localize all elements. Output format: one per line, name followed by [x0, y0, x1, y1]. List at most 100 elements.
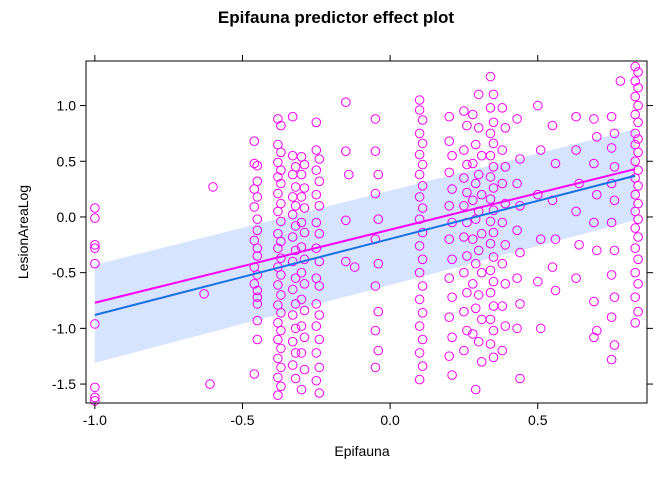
- data-point: [414, 348, 425, 358]
- data-point: [252, 243, 263, 253]
- data-point: [252, 251, 263, 261]
- data-point: [417, 254, 428, 265]
- data-point: [273, 390, 283, 401]
- data-point: [515, 373, 525, 384]
- data-point: [296, 192, 307, 202]
- data-point: [276, 178, 286, 189]
- data-point: [462, 187, 472, 198]
- data-point: [488, 352, 499, 363]
- data-point: [252, 214, 263, 224]
- data-point: [485, 194, 496, 204]
- data-point: [370, 362, 381, 373]
- data-point: [630, 292, 641, 303]
- data-point: [488, 252, 499, 262]
- data-point: [444, 136, 455, 146]
- data-point: [462, 159, 472, 170]
- data-point: [574, 240, 584, 250]
- data-point: [550, 234, 561, 244]
- data-point: [468, 329, 478, 339]
- data-point: [199, 289, 209, 299]
- data-point: [273, 280, 283, 290]
- y-axis-label: LesionAreaLog: [15, 185, 31, 279]
- data-point: [287, 192, 298, 202]
- data-point: [589, 332, 599, 343]
- data-point: [208, 182, 218, 192]
- data-point: [414, 149, 425, 160]
- data-point: [273, 243, 283, 253]
- data-point: [417, 308, 428, 318]
- data-point: [447, 150, 457, 161]
- data-point: [311, 145, 322, 155]
- data-point: [512, 323, 522, 334]
- data-point: [373, 214, 384, 224]
- data-point: [447, 370, 457, 380]
- data-point: [473, 169, 484, 180]
- data-point: [296, 384, 307, 395]
- data-point: [476, 357, 487, 367]
- data-point: [535, 234, 546, 244]
- data-point: [500, 279, 511, 289]
- data-point: [485, 150, 496, 161]
- x-tick-label: 0.0: [380, 412, 400, 428]
- data-point: [414, 128, 425, 139]
- data-point: [90, 392, 100, 403]
- data-point: [497, 301, 508, 311]
- data-point: [311, 348, 322, 358]
- data-point: [497, 103, 508, 113]
- data-point: [488, 89, 499, 100]
- data-point: [90, 240, 100, 250]
- data-point: [468, 195, 478, 206]
- data-point: [497, 145, 508, 155]
- data-point: [414, 374, 425, 385]
- data-point: [273, 206, 283, 217]
- data-point: [90, 203, 100, 213]
- data-point: [273, 372, 283, 383]
- data-point: [459, 267, 469, 278]
- data-point: [488, 138, 499, 149]
- data-point: [290, 373, 301, 384]
- data-point: [459, 145, 469, 155]
- data-point: [470, 139, 481, 150]
- data-point: [488, 227, 499, 238]
- data-point: [515, 154, 525, 164]
- data-point: [630, 267, 641, 278]
- data-point: [417, 281, 428, 291]
- data-point: [592, 325, 602, 336]
- data-point: [497, 217, 508, 228]
- data-point: [606, 217, 617, 228]
- data-point: [296, 169, 307, 180]
- data-point: [314, 176, 325, 187]
- data-point: [417, 203, 428, 213]
- data-point: [459, 173, 469, 183]
- data-point: [299, 279, 310, 289]
- data-point: [273, 188, 283, 199]
- data-point: [414, 105, 425, 115]
- data-point: [547, 262, 558, 272]
- data-point: [276, 290, 286, 300]
- data-point: [633, 306, 643, 317]
- data-point: [630, 243, 641, 253]
- data-point: [459, 345, 469, 356]
- data-point: [488, 325, 499, 336]
- data-point: [296, 294, 307, 305]
- data-point: [500, 321, 511, 331]
- data-point: [535, 323, 546, 334]
- data-point: [485, 314, 496, 325]
- data-point: [287, 150, 298, 161]
- data-point: [290, 245, 301, 256]
- data-point: [547, 195, 558, 206]
- x-tick-label: 0.5: [528, 412, 548, 428]
- data-point: [606, 354, 617, 365]
- data-point: [349, 262, 360, 272]
- data-point: [311, 189, 322, 200]
- data-point: [497, 258, 508, 269]
- data-point: [535, 145, 546, 155]
- data-point: [468, 279, 478, 289]
- data-point: [287, 310, 298, 320]
- data-point: [488, 117, 499, 128]
- data-point: [373, 306, 384, 317]
- data-point: [459, 201, 469, 211]
- data-point: [287, 284, 298, 295]
- fit-line: [94, 174, 636, 316]
- data-point: [606, 312, 617, 323]
